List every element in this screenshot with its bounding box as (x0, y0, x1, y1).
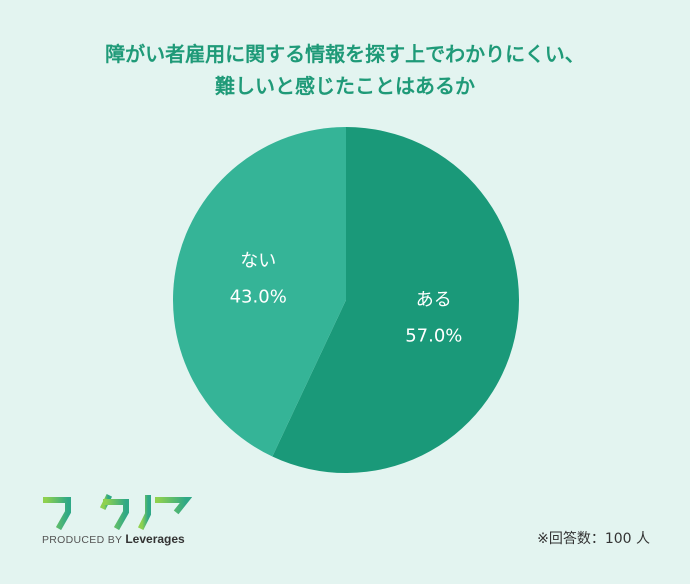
slice-label-1: ない (240, 250, 276, 271)
logo-tagline: PRODUCED BY Leverages (42, 532, 185, 546)
pie-slice-0 (272, 127, 520, 473)
chart-title-line-2: 難しいと感じたことはあるか (215, 74, 475, 98)
slice-value-0: 57.0% (405, 326, 462, 347)
chart-title: 障がい者雇用に関する情報を探す上でわかりにくい、 難しいと感じたことはあるか (0, 38, 690, 102)
pie-slice-1 (172, 127, 346, 457)
slice-label-0: ある (416, 290, 452, 311)
chart-title-line-1: 障がい者雇用に関する情報を探す上でわかりにくい、 (105, 42, 585, 66)
slice-value-1: 43.0% (230, 286, 287, 307)
workclear-logo-mark (43, 494, 192, 530)
workclear-logo: PRODUCED BY Leverages (42, 494, 192, 550)
logo-produced-by: PRODUCED BY (42, 534, 123, 546)
respondent-count-note: ※回答数：100 人 (537, 531, 650, 547)
logo-brand: Leverages (125, 532, 185, 546)
